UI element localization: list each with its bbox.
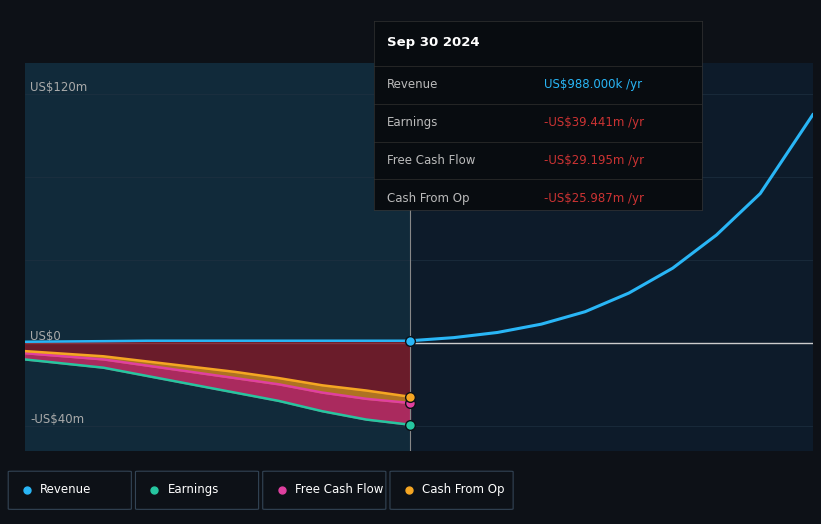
Text: Cash From Op: Cash From Op	[422, 484, 504, 496]
Text: Earnings: Earnings	[167, 484, 219, 496]
Text: Analysts Forecasts: Analysts Forecasts	[417, 69, 534, 82]
Text: Revenue: Revenue	[387, 78, 438, 91]
Text: Free Cash Flow: Free Cash Flow	[295, 484, 383, 496]
Text: Past: Past	[377, 69, 403, 82]
Text: Earnings: Earnings	[387, 116, 438, 129]
Text: Sep 30 2024: Sep 30 2024	[387, 36, 479, 49]
Text: -US$29.195m /yr: -US$29.195m /yr	[544, 154, 644, 167]
Text: Revenue: Revenue	[40, 484, 92, 496]
Text: -US$40m: -US$40m	[30, 413, 84, 426]
Text: US$0: US$0	[30, 330, 61, 343]
Text: US$988.000k /yr: US$988.000k /yr	[544, 78, 643, 91]
Text: -US$39.441m /yr: -US$39.441m /yr	[544, 116, 644, 129]
Text: -US$25.987m /yr: -US$25.987m /yr	[544, 192, 644, 205]
Text: Free Cash Flow: Free Cash Flow	[387, 154, 475, 167]
Text: Cash From Op: Cash From Op	[387, 192, 469, 205]
Bar	[25, 63, 410, 451]
Text: US$120m: US$120m	[30, 81, 87, 94]
